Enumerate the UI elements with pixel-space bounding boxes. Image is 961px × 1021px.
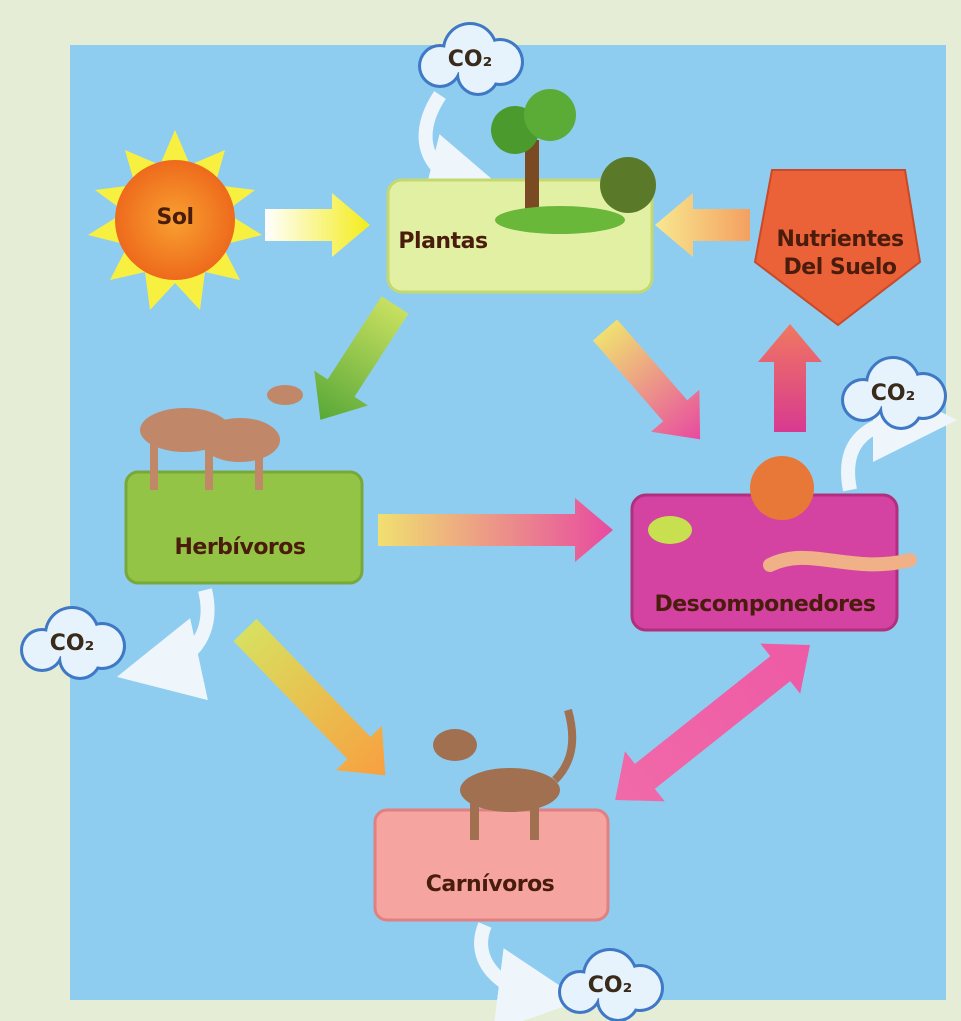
co2-label: CO₂ [50,631,94,656]
diagram: Sol Plantas Nutrientes Del Suelo Herbívo… [0,0,961,1021]
co2-label: CO₂ [871,381,915,406]
node-box [126,472,362,583]
co2-label: CO₂ [448,47,492,72]
node-label: Descomponedores [654,592,875,617]
node-label: Herbívoros [175,535,306,560]
node-label: Nutrientes [776,227,904,252]
node-label: Carnívoros [426,872,555,897]
node-label: Plantas [398,229,488,254]
co2-label: CO₂ [588,973,632,998]
node-label: Sol [157,205,194,230]
node-box [375,810,608,920]
node-label: Del Suelo [784,255,897,280]
